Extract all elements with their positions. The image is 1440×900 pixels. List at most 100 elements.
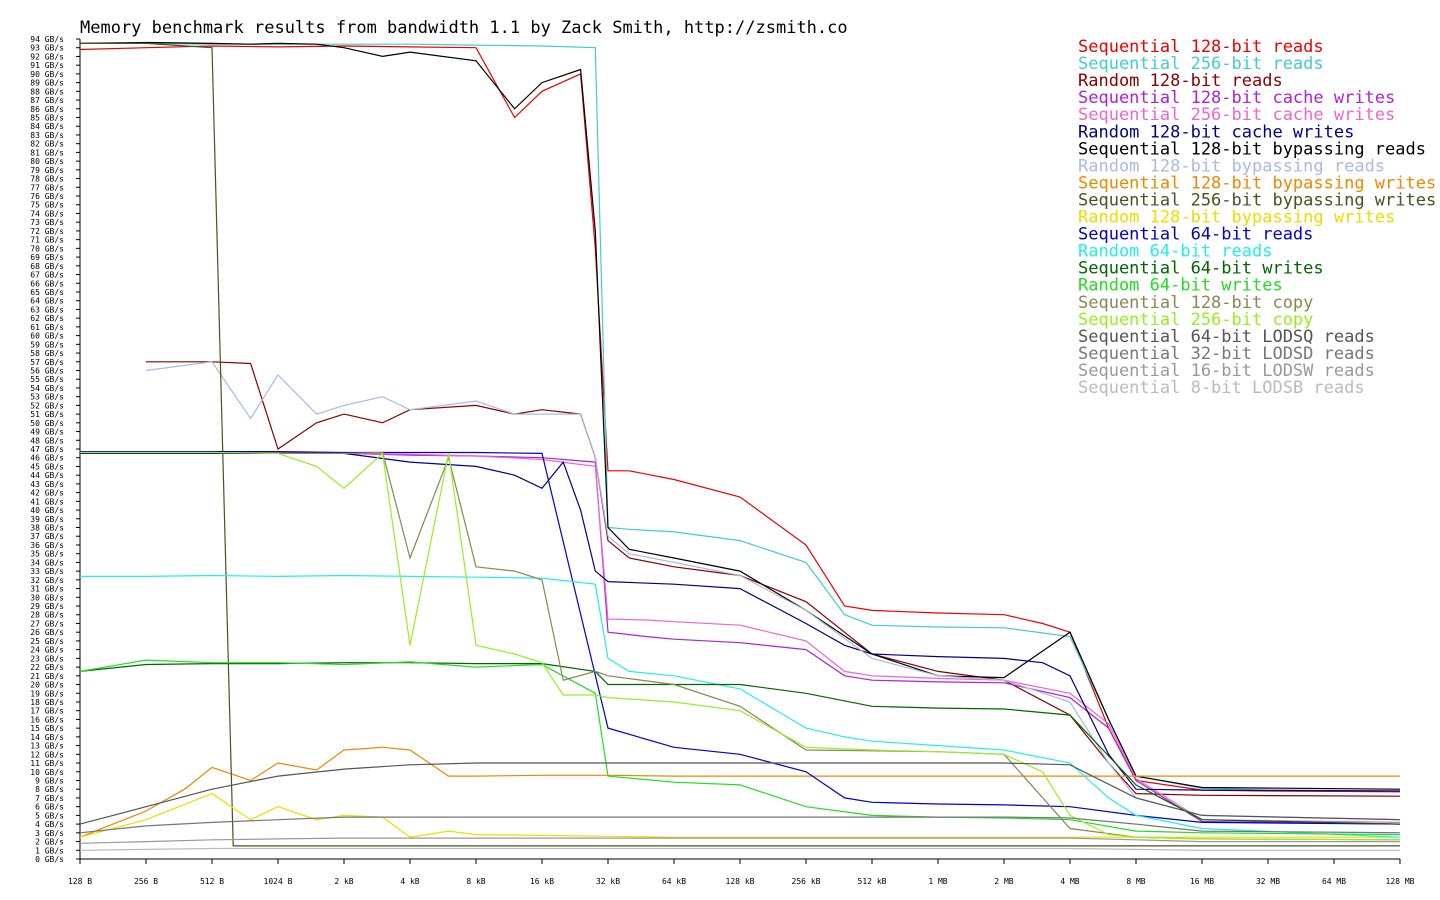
x-tick-label: 128 kB: [726, 877, 755, 886]
x-tick-label: 4 MB: [1060, 877, 1079, 886]
y-tick-label: 4 GB/s: [35, 820, 64, 829]
legend-entry-11: Random 128-bit bypassing writes: [1078, 208, 1395, 228]
x-tick-label: 1 MB: [928, 877, 947, 886]
series-line-1: [79, 45, 1401, 793]
y-tick-label: 21 GB/s: [30, 672, 64, 681]
y-tick-label: 69 GB/s: [30, 253, 64, 262]
y-tick-label: 68 GB/s: [30, 262, 64, 271]
y-tick-label: 24 GB/s: [30, 646, 64, 655]
y-tick-label: 58 GB/s: [30, 349, 64, 358]
y-tick-label: 81 GB/s: [30, 148, 64, 157]
x-tick-label: 8 MB: [1126, 877, 1145, 886]
y-tick-label: 41 GB/s: [30, 497, 64, 506]
y-tick-label: 29 GB/s: [30, 602, 64, 611]
y-tick-label: 89 GB/s: [30, 79, 64, 88]
y-tick-label: 80 GB/s: [30, 157, 64, 166]
y-tick-label: 1 GB/s: [35, 846, 64, 855]
x-tick-label: 1024 B: [264, 877, 293, 886]
y-tick-label: 13 GB/s: [30, 742, 64, 751]
y-tick-label: 85 GB/s: [30, 114, 64, 123]
y-tick-label: 38 GB/s: [30, 524, 64, 533]
x-tick-label: 128 MB: [1386, 877, 1415, 886]
y-tick-label: 17 GB/s: [30, 707, 64, 716]
y-tick-label: 31 GB/s: [30, 585, 64, 594]
y-tick-label: 82 GB/s: [30, 140, 64, 149]
legend-entry-10: Sequential 256-bit bypassing writes: [1078, 190, 1436, 210]
series-line-21: [79, 847, 1400, 851]
x-tick-label: 512 kB: [858, 877, 887, 886]
y-tick-label: 16 GB/s: [30, 715, 64, 724]
series-line-13: [80, 574, 1401, 838]
series-line-9: [79, 746, 1400, 838]
legend-entry-16: Sequential 128-bit copy: [1078, 293, 1313, 313]
y-tick-label: 46 GB/s: [30, 454, 64, 463]
y-tick-label: 22 GB/s: [30, 663, 64, 672]
x-tick-label: 8 kB: [466, 877, 485, 886]
y-tick-label: 90 GB/s: [30, 70, 64, 79]
y-tick-label: 45 GB/s: [30, 462, 64, 471]
y-tick-label: 34 GB/s: [30, 558, 64, 567]
y-tick-label: 86 GB/s: [30, 105, 64, 114]
series-line-5: [80, 451, 1401, 823]
x-tick-label: 32 MB: [1256, 877, 1280, 886]
x-tick-label: 2 kB: [334, 877, 353, 886]
y-tick-label: 8 GB/s: [35, 785, 64, 794]
series-line-17: [80, 451, 1401, 841]
y-tick-label: 63 GB/s: [30, 305, 64, 314]
y-tick-label: 27 GB/s: [30, 619, 64, 628]
x-tick-label: 32 kB: [596, 877, 620, 886]
legend-entry-5: Sequential 256-bit cache writes: [1078, 105, 1395, 125]
y-tick-label: 43 GB/s: [30, 480, 64, 489]
y-tick-label: 10 GB/s: [30, 768, 64, 777]
x-tick-label: 256 kB: [792, 877, 821, 886]
legend-entry-1: Sequential 128-bit reads: [1078, 37, 1324, 57]
legend-entry-21: Sequential 8-bit LODSB reads: [1078, 378, 1365, 398]
y-tick-label: 93 GB/s: [30, 44, 64, 53]
x-tick-label: 512 B: [200, 877, 224, 886]
series-line-12: [80, 451, 1401, 825]
y-tick-label: 57 GB/s: [30, 358, 64, 367]
y-tick-label: 28 GB/s: [30, 611, 64, 620]
y-tick-label: 19 GB/s: [30, 689, 64, 698]
y-tick-label: 71 GB/s: [30, 236, 64, 245]
y-tick-label: 42 GB/s: [30, 489, 64, 498]
y-tick-label: 44 GB/s: [30, 471, 64, 480]
series-line-6: [80, 452, 1401, 792]
legend: Sequential 128-bit reads Sequential 256-b…: [1078, 37, 1436, 398]
y-tick-label: 7 GB/s: [35, 794, 64, 803]
y-axis-ticks: 0 GB/s1 GB/s2 GB/s3 GB/s4 GB/s5 GB/s6 GB…: [30, 35, 80, 864]
y-tick-label: 67 GB/s: [30, 271, 64, 280]
x-tick-label: 64 kB: [662, 877, 686, 886]
y-tick-label: 2 GB/s: [35, 838, 64, 847]
x-tick-label: 16 kB: [530, 877, 554, 886]
series-line-7: [79, 41, 1401, 790]
series-line-19: [79, 816, 1401, 834]
y-tick-label: 91 GB/s: [30, 61, 64, 70]
y-tick-label: 18 GB/s: [30, 698, 64, 707]
y-tick-label: 72 GB/s: [30, 227, 64, 236]
series-line-20: [79, 837, 1400, 844]
series-line-3: [146, 361, 1401, 797]
legend-entry-20: Sequential 16-bit LODSW reads: [1078, 361, 1375, 381]
y-tick-label: 54 GB/s: [30, 384, 64, 393]
y-tick-label: 74 GB/s: [30, 209, 64, 218]
y-tick-label: 3 GB/s: [35, 829, 64, 838]
y-tick-label: 56 GB/s: [30, 366, 64, 375]
y-tick-label: 84 GB/s: [30, 122, 64, 131]
y-tick-label: 36 GB/s: [30, 541, 64, 550]
y-tick-label: 32 GB/s: [30, 576, 64, 585]
y-tick-label: 11 GB/s: [30, 759, 64, 768]
y-tick-label: 79 GB/s: [30, 166, 64, 175]
series-line-8: [145, 361, 1401, 821]
y-tick-label: 62 GB/s: [30, 314, 64, 323]
legend-entry-17: Sequential 256-bit copy: [1078, 310, 1313, 330]
y-tick-label: 87 GB/s: [30, 96, 64, 105]
y-tick-label: 35 GB/s: [30, 550, 64, 559]
legend-entry-6: Random 128-bit cache writes: [1078, 122, 1354, 142]
y-tick-label: 66 GB/s: [30, 279, 64, 288]
series-line-10: [80, 42, 1400, 847]
y-tick-label: 49 GB/s: [30, 428, 64, 437]
y-tick-label: 48 GB/s: [30, 436, 64, 445]
y-tick-label: 92 GB/s: [30, 52, 64, 61]
y-tick-label: 73 GB/s: [30, 218, 64, 227]
